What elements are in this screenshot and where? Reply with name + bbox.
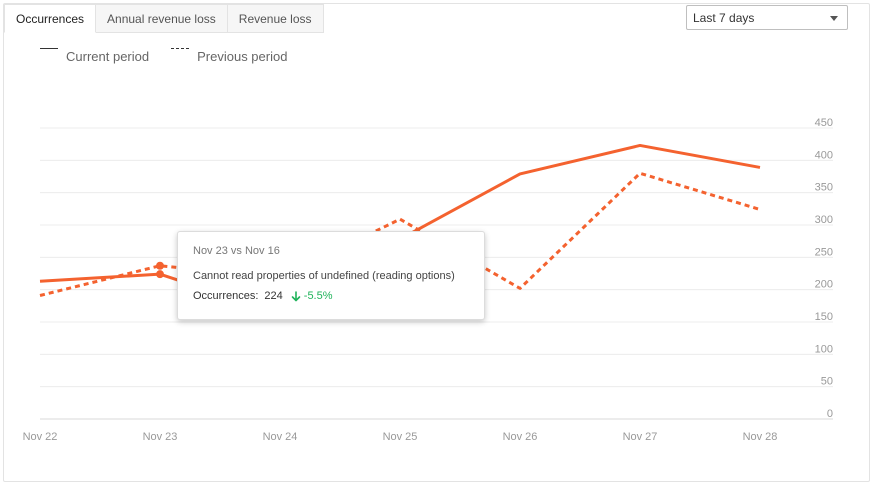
legend-label-current: Current period [66, 49, 150, 64]
arrow-down-icon [291, 290, 301, 301]
x-tick-label: Nov 22 [23, 431, 58, 443]
legend-item-previous[interactable]: Previous period [171, 44, 287, 64]
chart-tooltip: Nov 23 vs Nov 16 Cannot read properties … [177, 231, 485, 320]
marker-current [156, 270, 164, 279]
tab-revenue-loss[interactable]: Revenue loss [227, 4, 324, 33]
legend-swatch-solid [40, 48, 58, 49]
tooltip-metric-label: Occurrences: [193, 290, 259, 302]
tooltip-change-value: -5.5% [303, 290, 333, 302]
y-tick-label: 50 [821, 376, 833, 388]
tooltip-metric-value: 224 [264, 290, 283, 302]
x-tick-label: Nov 28 [743, 431, 778, 443]
y-tick-label: 350 [815, 182, 833, 194]
marker-previous [156, 261, 164, 270]
date-range-value: Last 7 days [693, 10, 755, 25]
chevron-down-icon [830, 16, 838, 21]
y-tick-label: 150 [815, 311, 833, 323]
y-tick-label: 100 [815, 343, 833, 355]
tooltip-change: -5.5% [291, 290, 333, 302]
y-tick-label: 450 [815, 117, 833, 129]
legend-swatch-dashed [171, 48, 190, 49]
x-tick-label: Nov 27 [623, 431, 658, 443]
tooltip-metric-row: Occurrences: 224 -5.5% [193, 290, 469, 302]
y-tick-label: 400 [815, 149, 833, 161]
x-tick-label: Nov 26 [503, 431, 538, 443]
tooltip-error-message: Cannot read properties of undefined (rea… [193, 270, 455, 282]
x-tick-label: Nov 24 [263, 431, 298, 443]
tab-occurrences[interactable]: Occurrences [4, 4, 97, 33]
y-tick-label: 250 [815, 246, 833, 258]
y-tick-label: 0 [827, 408, 833, 420]
chart-legend: Current period Previous period [40, 44, 309, 64]
x-tick-label: Nov 25 [383, 431, 418, 443]
x-tick-label: Nov 23 [143, 431, 178, 443]
legend-label-previous: Previous period [197, 49, 288, 64]
tab-bar: Occurrences Annual revenue loss Revenue … [4, 4, 324, 33]
date-range-select[interactable]: Last 7 days [686, 5, 848, 30]
y-tick-label: 200 [815, 279, 833, 291]
legend-item-current[interactable]: Current period [40, 44, 149, 64]
tab-annual-revenue-loss[interactable]: Annual revenue loss [96, 4, 228, 33]
tooltip-title: Nov 23 vs Nov 16 [193, 245, 280, 257]
y-tick-label: 300 [815, 214, 833, 226]
